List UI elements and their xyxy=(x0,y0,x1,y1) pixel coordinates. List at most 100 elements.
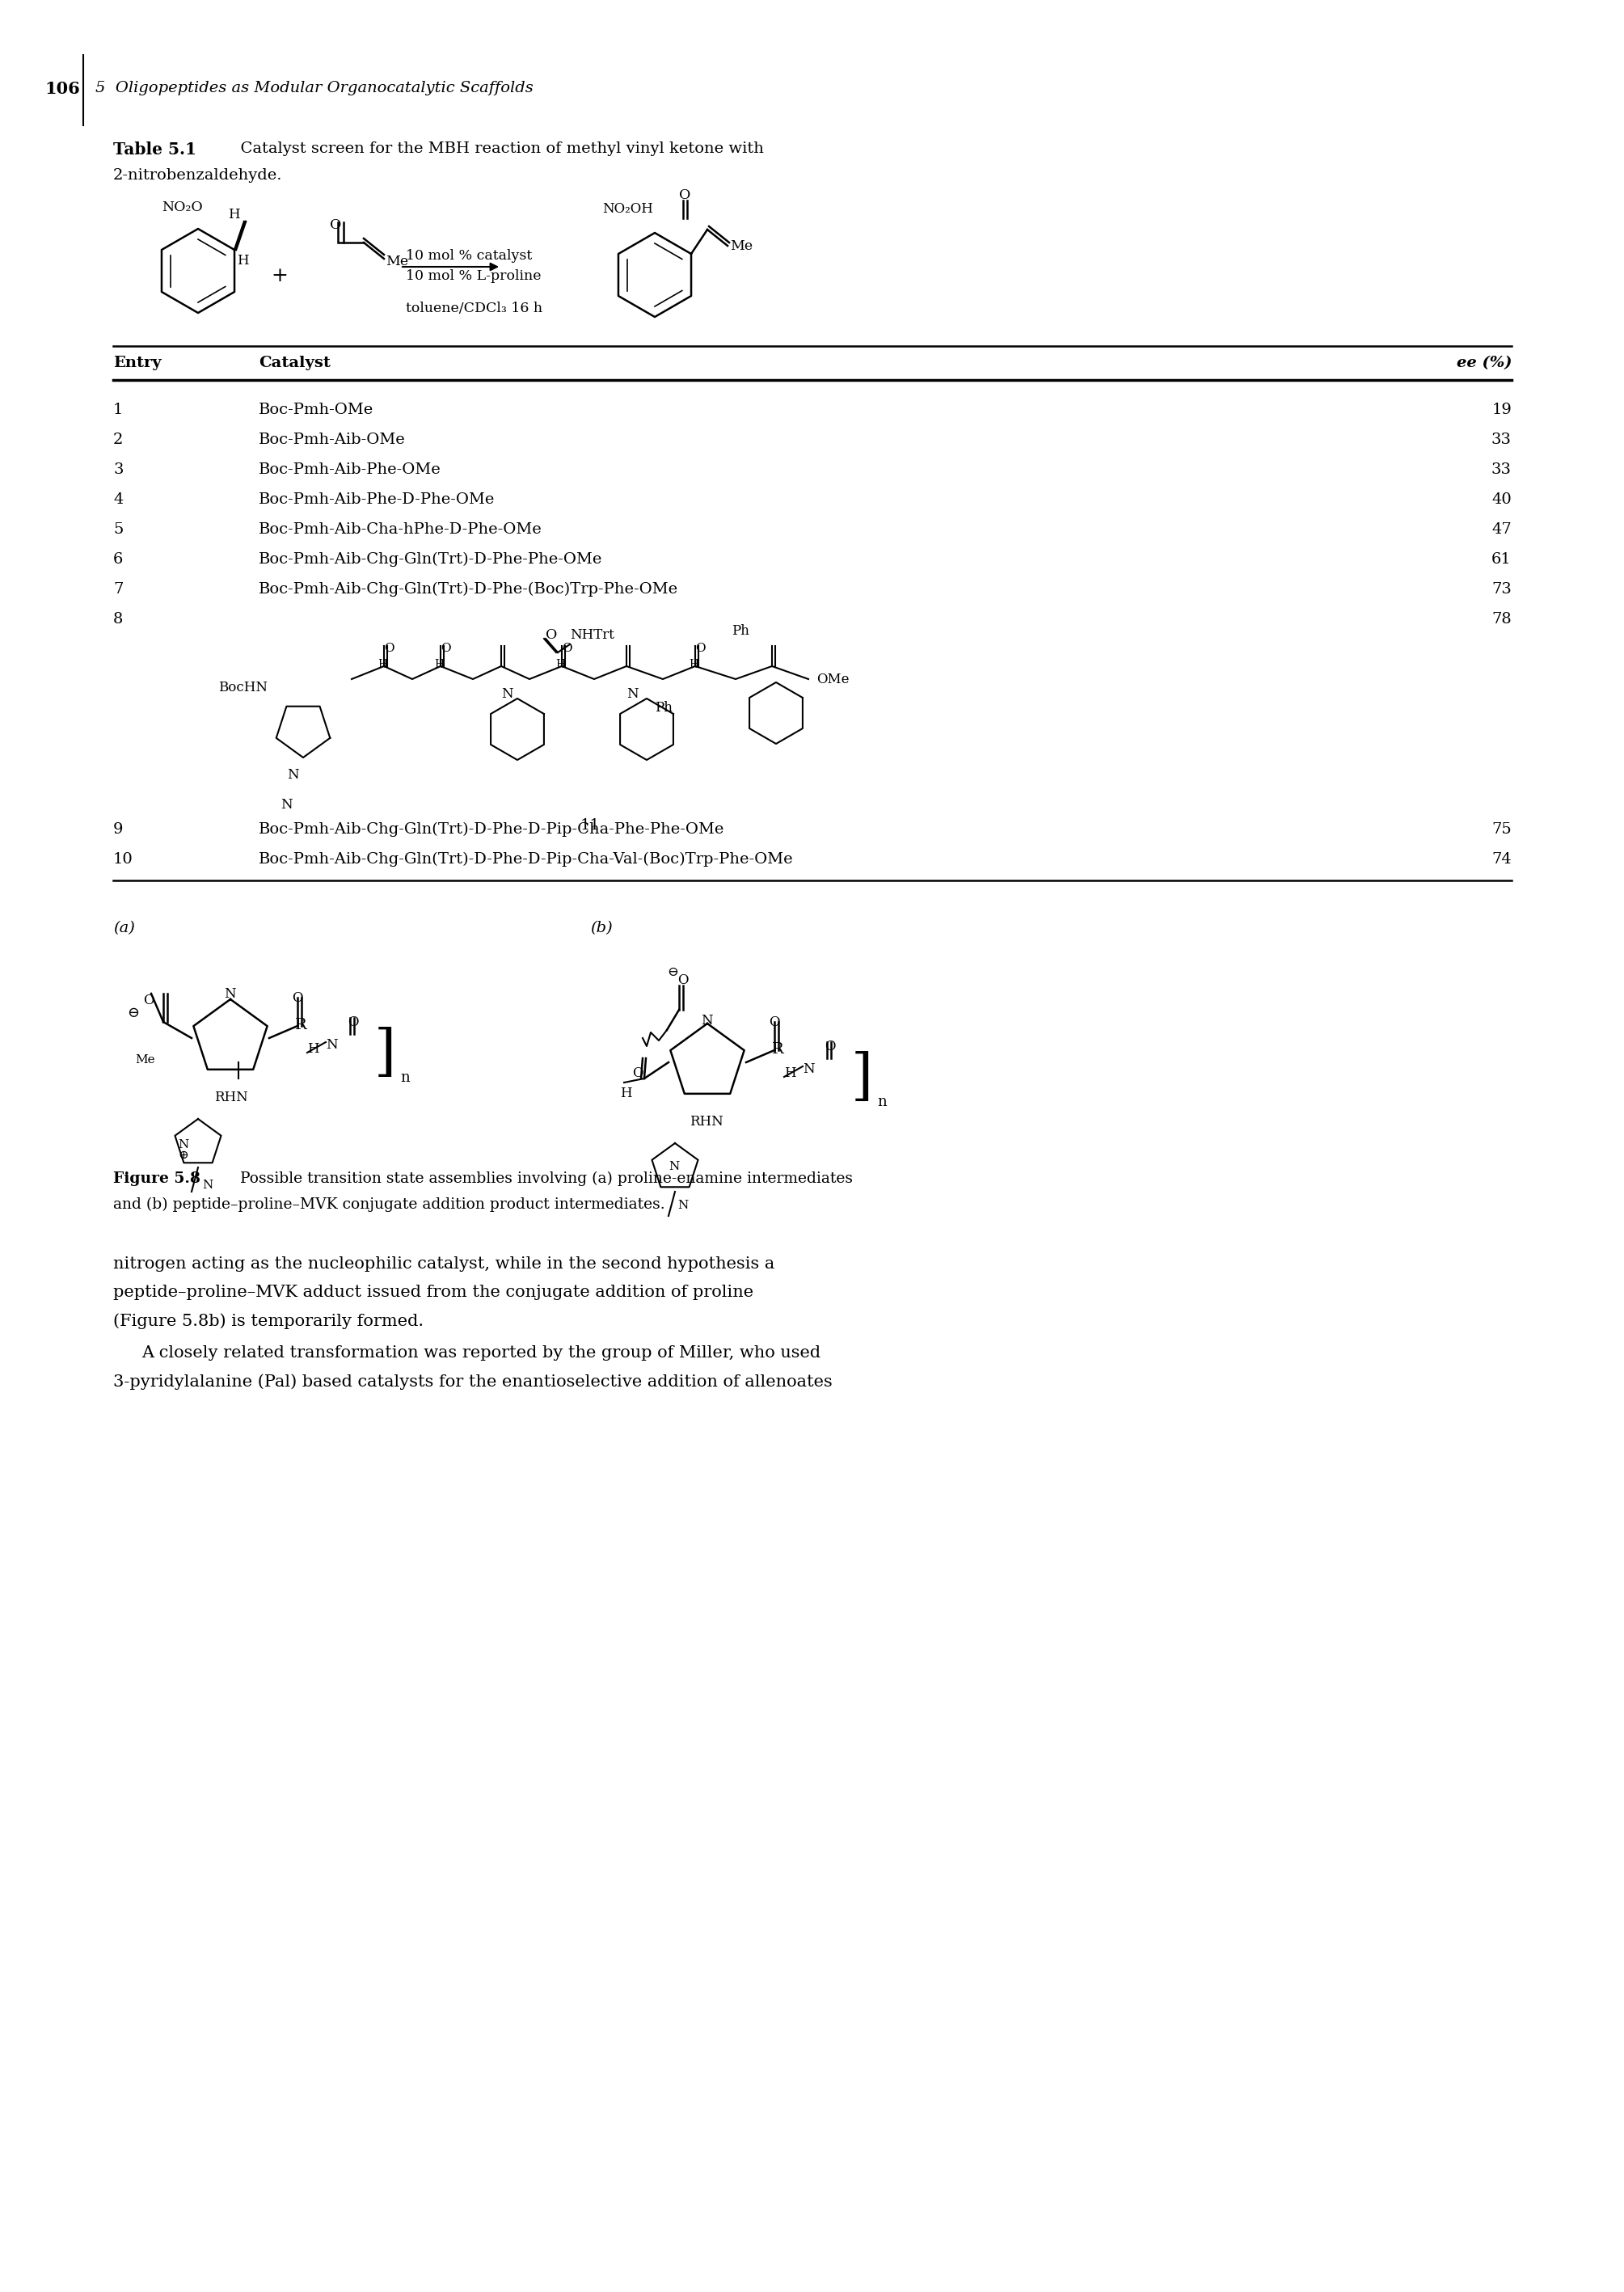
Text: N: N xyxy=(702,1013,713,1027)
Text: nitrogen acting as the nucleophilic catalyst, while in the second hypothesis a: nitrogen acting as the nucleophilic cata… xyxy=(114,1256,775,1272)
Text: R: R xyxy=(296,1018,307,1031)
Text: H: H xyxy=(620,1086,632,1100)
Text: N: N xyxy=(627,688,638,701)
Text: H: H xyxy=(227,209,240,222)
Text: Boc-Pmh-OMe: Boc-Pmh-OMe xyxy=(258,403,374,417)
Text: BocHN: BocHN xyxy=(218,681,268,694)
Text: 8: 8 xyxy=(114,612,123,626)
Text: Boc-Pmh-Aib-Phe-OMe: Boc-Pmh-Aib-Phe-OMe xyxy=(258,463,442,477)
Text: 7: 7 xyxy=(114,582,123,596)
Text: Catalyst screen for the MBH reaction of methyl vinyl ketone with: Catalyst screen for the MBH reaction of … xyxy=(231,142,763,156)
Text: 19: 19 xyxy=(1491,403,1512,417)
Text: Boc-Pmh-Aib-Chg-Gln(Trt)-D-Phe-Phe-OMe: Boc-Pmh-Aib-Chg-Gln(Trt)-D-Phe-Phe-OMe xyxy=(258,552,603,566)
Text: Boc-Pmh-Aib-Phe-D-Phe-OMe: Boc-Pmh-Aib-Phe-D-Phe-OMe xyxy=(258,493,495,507)
Text: OMe: OMe xyxy=(817,672,849,685)
Text: H: H xyxy=(434,658,443,669)
Text: H: H xyxy=(237,254,248,268)
Text: Boc-Pmh-Aib-Cha-hPhe-D-Phe-OMe: Boc-Pmh-Aib-Cha-hPhe-D-Phe-OMe xyxy=(258,523,542,536)
Text: +: + xyxy=(271,266,287,286)
Text: Entry: Entry xyxy=(114,355,161,371)
Text: R: R xyxy=(771,1043,784,1057)
Text: O: O xyxy=(825,1041,835,1054)
Text: 1: 1 xyxy=(114,403,123,417)
Text: H: H xyxy=(307,1043,318,1057)
Text: Me: Me xyxy=(385,254,408,268)
Text: H: H xyxy=(689,658,698,669)
Text: O: O xyxy=(695,642,705,653)
Text: O: O xyxy=(546,628,557,642)
Text: 40: 40 xyxy=(1491,493,1512,507)
Text: 74: 74 xyxy=(1491,853,1512,866)
Text: N: N xyxy=(802,1061,815,1075)
Text: 5  Oligopeptides as Modular Organocatalytic Scaffolds: 5 Oligopeptides as Modular Organocatalyt… xyxy=(96,80,533,96)
Text: 33: 33 xyxy=(1491,433,1512,447)
Text: N: N xyxy=(287,768,299,782)
Text: O: O xyxy=(143,995,154,1008)
Text: 47: 47 xyxy=(1491,523,1512,536)
Text: peptide–proline–MVK adduct issued from the conjugate addition of proline: peptide–proline–MVK adduct issued from t… xyxy=(114,1284,754,1300)
Text: 2: 2 xyxy=(114,433,123,447)
Text: H: H xyxy=(555,658,565,669)
Text: Catalyst: Catalyst xyxy=(258,355,331,371)
Text: O: O xyxy=(562,642,572,653)
Text: n: n xyxy=(400,1070,409,1084)
Text: NHTrt: NHTrt xyxy=(570,628,614,642)
Text: RHN: RHN xyxy=(690,1114,723,1128)
Text: O: O xyxy=(768,1015,780,1029)
Text: and (b) peptide–proline–MVK conjugate addition product intermediates.: and (b) peptide–proline–MVK conjugate ad… xyxy=(114,1196,664,1212)
Text: N: N xyxy=(326,1038,338,1052)
Text: 33: 33 xyxy=(1491,463,1512,477)
Text: A closely related transformation was reported by the group of Miller, who used: A closely related transformation was rep… xyxy=(141,1345,820,1361)
Text: NO₂OH: NO₂OH xyxy=(603,202,653,215)
Text: 3: 3 xyxy=(114,463,123,477)
Text: ]: ] xyxy=(374,1027,396,1082)
Text: toluene/CDCl₃ 16 h: toluene/CDCl₃ 16 h xyxy=(406,303,542,316)
Text: 4: 4 xyxy=(114,493,123,507)
Text: 11: 11 xyxy=(580,818,601,832)
Text: Table 5.1: Table 5.1 xyxy=(114,142,197,158)
Text: O: O xyxy=(632,1066,643,1080)
Text: N: N xyxy=(179,1139,188,1151)
Text: 6: 6 xyxy=(114,552,123,566)
Text: 9: 9 xyxy=(114,823,123,837)
Text: 78: 78 xyxy=(1491,612,1512,626)
Text: Ph: Ph xyxy=(731,623,749,637)
Text: 61: 61 xyxy=(1491,552,1512,566)
Text: ⊖: ⊖ xyxy=(127,1006,140,1020)
Text: (b): (b) xyxy=(590,921,612,935)
Text: Boc-Pmh-Aib-Chg-Gln(Trt)-D-Phe-D-Pip-Cha-Val-(Boc)Trp-Phe-OMe: Boc-Pmh-Aib-Chg-Gln(Trt)-D-Phe-D-Pip-Cha… xyxy=(258,853,794,866)
Text: (a): (a) xyxy=(114,921,135,935)
Text: N: N xyxy=(677,1199,689,1210)
Text: Boc-Pmh-Aib-OMe: Boc-Pmh-Aib-OMe xyxy=(258,433,406,447)
Text: N: N xyxy=(281,798,292,811)
Text: Ph: Ph xyxy=(654,701,672,715)
Text: 10: 10 xyxy=(114,853,133,866)
Text: Boc-Pmh-Aib-Chg-Gln(Trt)-D-Phe-(Boc)Trp-Phe-OMe: Boc-Pmh-Aib-Chg-Gln(Trt)-D-Phe-(Boc)Trp-… xyxy=(258,582,679,596)
Text: Possible transition state assemblies involving (a) proline-enamine intermediates: Possible transition state assemblies inv… xyxy=(231,1171,853,1187)
Text: N: N xyxy=(224,988,235,1002)
Text: H: H xyxy=(784,1066,796,1080)
Text: 10 mol % L-proline: 10 mol % L-proline xyxy=(406,268,541,282)
Text: ee (%): ee (%) xyxy=(1457,355,1512,371)
Text: N: N xyxy=(669,1162,679,1171)
Text: ⊕: ⊕ xyxy=(179,1151,188,1162)
Text: 73: 73 xyxy=(1491,582,1512,596)
Text: O: O xyxy=(440,642,451,653)
Text: NO₂O: NO₂O xyxy=(162,199,203,213)
Text: O: O xyxy=(383,642,395,653)
Text: 3-pyridylalanine (Pal) based catalysts for the enantioselective addition of alle: 3-pyridylalanine (Pal) based catalysts f… xyxy=(114,1373,833,1389)
Text: O: O xyxy=(330,218,341,231)
Text: ]: ] xyxy=(851,1052,874,1105)
Text: 10 mol % catalyst: 10 mol % catalyst xyxy=(406,250,533,264)
Text: O: O xyxy=(348,1015,359,1029)
Text: O: O xyxy=(677,974,689,988)
Text: 106: 106 xyxy=(44,80,80,96)
Text: RHN: RHN xyxy=(214,1091,248,1105)
Text: H: H xyxy=(377,658,387,669)
Text: Me: Me xyxy=(135,1054,154,1066)
Text: Figure 5.8: Figure 5.8 xyxy=(114,1171,200,1185)
Text: Me: Me xyxy=(729,238,752,252)
Text: Boc-Pmh-Aib-Chg-Gln(Trt)-D-Phe-D-Pip-Cha-Phe-Phe-OMe: Boc-Pmh-Aib-Chg-Gln(Trt)-D-Phe-D-Pip-Cha… xyxy=(258,823,724,837)
Text: N: N xyxy=(201,1180,213,1192)
Text: O: O xyxy=(679,188,690,202)
